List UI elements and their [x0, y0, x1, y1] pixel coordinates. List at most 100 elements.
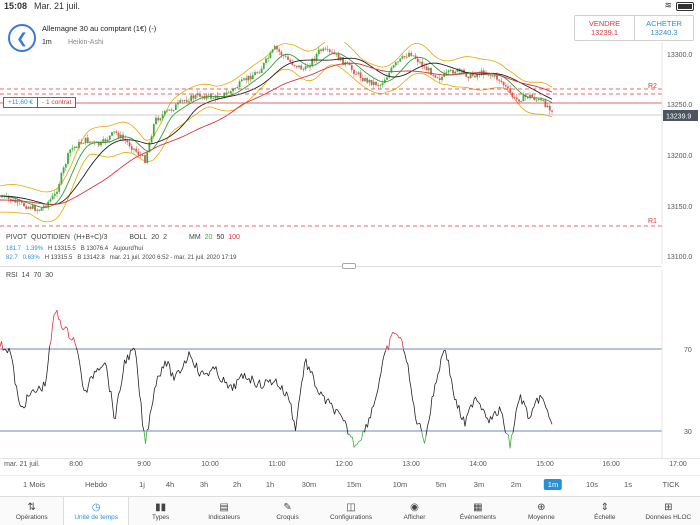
- timeframe-tick[interactable]: TICK: [662, 480, 680, 489]
- timeframe-10m[interactable]: 10m: [392, 480, 408, 489]
- candle-body: [155, 117, 157, 125]
- timeframe-3h[interactable]: 3h: [199, 480, 209, 489]
- timeframe-5m[interactable]: 5m: [435, 480, 447, 489]
- timeframe-1h[interactable]: 1h: [265, 480, 275, 489]
- toolbar-hloc[interactable]: ⊞ Données HLOC: [637, 497, 700, 525]
- toolbar-average[interactable]: ⊕ Moyenne: [510, 497, 573, 525]
- toolbar-configurations[interactable]: ◫ Configurations: [319, 497, 382, 525]
- rsi-segment: [292, 418, 295, 422]
- toolbar-events[interactable]: ▦ Événements: [446, 497, 509, 525]
- candle-body: [93, 141, 96, 143]
- rsi-segment: [196, 362, 199, 373]
- timeframe-1j[interactable]: 1j: [139, 480, 145, 489]
- candle-body: [115, 131, 118, 133]
- rsi-legend[interactable]: RSI 14 70 30: [6, 272, 53, 279]
- indicator-legend[interactable]: PIVOT QUOTIDIEN (H+B+C)/3 BOLL 20 2 MM 2…: [6, 234, 240, 241]
- position-tag[interactable]: +11,60 € - 1 contrat: [3, 97, 77, 108]
- rsi-segment: [172, 372, 175, 381]
- candle-body: [106, 139, 109, 142]
- rsi-segment: [17, 396, 20, 405]
- toolbar-indicators[interactable]: ▤ Indicateurs: [192, 497, 255, 525]
- rsi-segment: [478, 402, 481, 405]
- candle-body: [379, 84, 382, 86]
- candle-body: [471, 73, 474, 76]
- buy-button[interactable]: ACHETER 13240.3: [635, 16, 693, 40]
- sell-button[interactable]: VENDRE 13239.1: [575, 16, 635, 40]
- timeframe-3m[interactable]: 3m: [473, 480, 485, 489]
- rsi-segment: [463, 416, 466, 427]
- candle-body: [542, 100, 545, 101]
- candle-body: [159, 118, 162, 121]
- candle-body: [504, 85, 507, 87]
- candle-body: [469, 73, 472, 79]
- time-tick: 12:00: [335, 461, 353, 468]
- timeframe-2m[interactable]: 2m: [510, 480, 522, 489]
- rsi-segment: [434, 381, 437, 385]
- toolbar-scale[interactable]: ⇕ Échelle: [573, 497, 636, 525]
- rsi-segment: [416, 423, 419, 425]
- buy-label: ACHETER: [646, 19, 682, 28]
- swap-arrows-icon: ⇅: [27, 501, 36, 513]
- rsi-segment: [412, 399, 415, 406]
- back-button[interactable]: ❮: [8, 24, 36, 52]
- rsi-chart[interactable]: 70 30: [0, 270, 700, 458]
- candle-body: [113, 131, 116, 133]
- rsi-segment: [521, 400, 524, 405]
- rsi-segment: [410, 387, 413, 400]
- candle-body: [97, 141, 100, 146]
- rsi-segment: [136, 359, 139, 377]
- timeframe-15m[interactable]: 15m: [346, 480, 362, 489]
- candle-body: [436, 77, 439, 79]
- candle-body: [355, 73, 358, 75]
- candle-body: [133, 148, 135, 150]
- rsi-segment: [226, 381, 229, 389]
- ma100-line: [0, 62, 553, 205]
- candle-body: [526, 96, 529, 99]
- candle-body: [368, 79, 371, 83]
- timeframe-1-mois[interactable]: 1 Mois: [22, 480, 46, 489]
- toolbar-types[interactable]: ▮▮ Types: [129, 497, 192, 525]
- candle-body: [331, 51, 333, 53]
- panel-resize-handle[interactable]: [342, 263, 356, 269]
- price-chart[interactable]: R2 R1 13300.0 13250.0 13200.0 13150.0 13…: [0, 42, 700, 264]
- candle-body: [207, 94, 210, 96]
- timeframe-4h[interactable]: 4h: [165, 480, 175, 489]
- rsi-segment: [49, 340, 52, 347]
- timeframe-2h[interactable]: 2h: [232, 480, 242, 489]
- timeframe-10s[interactable]: 10s: [585, 480, 599, 489]
- candle-body: [71, 148, 74, 150]
- rsi-segment: [316, 387, 319, 393]
- rsi-line: [0, 309, 553, 449]
- toolbar-display[interactable]: ◉ Afficher: [383, 497, 446, 525]
- rsi-segment: [488, 416, 491, 424]
- rsi-segment: [445, 350, 448, 361]
- candle-body: [460, 69, 463, 72]
- rsi-segment: [62, 328, 65, 331]
- rsi-segment: [193, 364, 196, 369]
- rsi-param: 70: [33, 272, 42, 279]
- candle-body: [467, 76, 470, 79]
- time-axis[interactable]: mar. 21 juil. 8:00 9:00 10:00 11:00 12:0…: [0, 458, 700, 470]
- toolbar-operations[interactable]: ⇅ Opérations: [0, 497, 63, 525]
- rsi-segment: [415, 418, 418, 425]
- timeframe-30m[interactable]: 30m: [301, 480, 317, 489]
- timeframe-1s[interactable]: 1s: [624, 480, 632, 489]
- timeframe-hebdo[interactable]: Hebdo: [84, 480, 108, 489]
- candle-body: [370, 79, 373, 85]
- candle-body: [177, 102, 179, 105]
- toolbar-drawings[interactable]: ✎ Croquis: [256, 497, 319, 525]
- candle-body: [410, 52, 413, 56]
- rsi-segment: [218, 378, 221, 382]
- candle-body: [304, 66, 307, 70]
- timeframe-1m[interactable]: 1m: [543, 479, 563, 490]
- time-tick: 9:00: [137, 461, 151, 468]
- toolbar-timeframe[interactable]: ◷ Unité de temps: [63, 497, 129, 525]
- candle-body: [119, 134, 122, 138]
- candle-body: [141, 155, 144, 156]
- instrument-title: Allemagne 30 au comptant (1€) (-): [42, 24, 157, 33]
- candle-body: [265, 58, 267, 63]
- candle-body: [42, 205, 45, 209]
- rsi-segment: [400, 337, 403, 341]
- rsi-segment: [472, 399, 475, 408]
- rsi-segment: [526, 407, 529, 419]
